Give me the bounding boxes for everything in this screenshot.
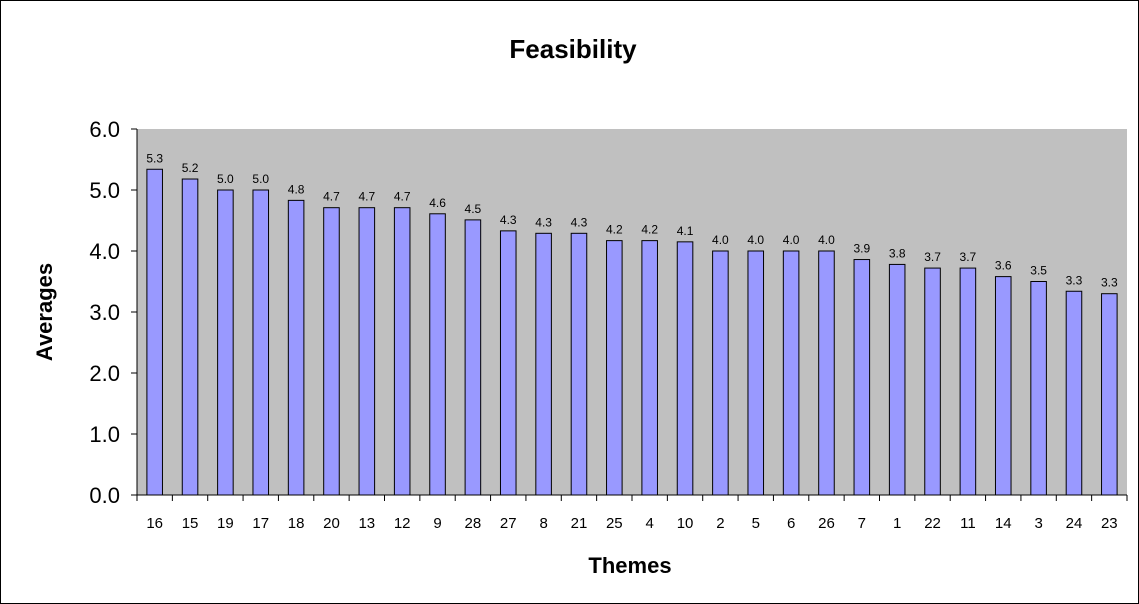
bar-16 — [146, 168, 163, 496]
data-label-23: 3.3 — [1101, 276, 1118, 290]
bar-1 — [888, 263, 906, 496]
data-label-25: 4.2 — [606, 223, 623, 237]
data-label-9: 4.6 — [429, 196, 446, 210]
x-tick-label-13: 13 — [358, 515, 375, 532]
bar-17 — [252, 189, 270, 496]
x-tick-label-3: 3 — [1034, 515, 1042, 532]
data-label-26: 4.0 — [818, 233, 835, 247]
data-label-8: 4.3 — [535, 215, 552, 229]
x-tick-label-2: 2 — [716, 515, 724, 532]
x-axis-label: Themes — [588, 553, 671, 578]
y-tick-label-0.0: 0.0 — [89, 483, 120, 508]
x-tick-label-21: 21 — [571, 515, 588, 532]
x-tick-label-27: 27 — [500, 515, 517, 532]
data-label-24: 3.3 — [1066, 273, 1083, 287]
x-tick-label-16: 16 — [146, 515, 163, 532]
chart-title: Feasibility — [509, 34, 637, 64]
data-label-10: 4.1 — [677, 224, 694, 238]
bar-15 — [181, 178, 199, 496]
x-tick-label-9: 9 — [433, 515, 441, 532]
x-tick-label-15: 15 — [182, 515, 199, 532]
x-tick-label-8: 8 — [539, 515, 547, 532]
data-label-16: 5.3 — [146, 151, 163, 165]
axes-group: 16 15 19 17 18 20 13 12 9 28 27 8 21 25 4 10 2 5 6 26 7 1 22 11… — [89, 117, 1128, 532]
bar-19 — [217, 189, 234, 496]
bar-18 — [287, 199, 305, 496]
y-tick-label-6.0: 6.0 — [89, 117, 120, 142]
bar-23 — [1101, 293, 1118, 496]
bar-6 — [782, 250, 800, 496]
y-tick-label-4.0: 4.0 — [89, 239, 120, 264]
y-tick-label-3.0: 3.0 — [89, 300, 120, 325]
bar-20 — [323, 207, 340, 496]
x-tick-label-18: 18 — [288, 515, 305, 532]
data-label-12: 4.7 — [394, 190, 411, 204]
bars-group: 5.3 5.2 5.0 5.0 4.8 4.7 4.7 4.7 4.6 4.5 4.3 4.3 4.3 4… — [146, 151, 1118, 496]
data-label-4: 4.2 — [641, 223, 658, 237]
data-label-13: 4.7 — [358, 190, 375, 204]
bar-11 — [959, 267, 977, 496]
data-label-28: 4.5 — [465, 202, 482, 216]
bar-12 — [393, 207, 411, 496]
x-tick-label-5: 5 — [752, 515, 760, 532]
data-label-6: 4.0 — [783, 233, 800, 247]
y-tick-label-5.0: 5.0 — [89, 178, 120, 203]
data-label-15: 5.2 — [182, 161, 199, 175]
y-axis-label: Averages — [32, 263, 57, 361]
data-label-19: 5.0 — [217, 172, 234, 186]
bar-24 — [1065, 290, 1083, 496]
x-tick-label-22: 22 — [924, 515, 941, 532]
bar-2 — [712, 250, 729, 496]
x-tick-label-4: 4 — [646, 515, 654, 532]
x-tick-label-6: 6 — [787, 515, 795, 532]
bar-8 — [535, 232, 552, 496]
y-tick-label-2.0: 2.0 — [89, 361, 120, 386]
bar-4 — [641, 240, 658, 496]
bar-9 — [429, 213, 446, 496]
x-tick-label-7: 7 — [858, 515, 866, 532]
bar-22 — [924, 267, 941, 496]
x-tick-label-20: 20 — [323, 515, 340, 532]
bar-14 — [994, 276, 1012, 496]
y-tick-label-1.0: 1.0 — [89, 422, 120, 447]
data-label-22: 3.7 — [924, 250, 941, 264]
data-label-18: 4.8 — [288, 182, 305, 196]
x-tick-label-25: 25 — [606, 515, 623, 532]
data-label-21: 4.3 — [571, 215, 588, 229]
bar-7 — [853, 259, 871, 496]
bar-5 — [747, 250, 765, 496]
bar-13 — [358, 207, 376, 496]
x-tick-label-1: 1 — [893, 515, 901, 532]
x-tick-label-10: 10 — [677, 515, 694, 532]
x-tick-label-12: 12 — [394, 515, 411, 532]
plot-area — [137, 129, 1127, 495]
data-label-17: 5.0 — [252, 172, 269, 186]
bar-3 — [1030, 281, 1047, 496]
data-label-11: 3.7 — [960, 250, 977, 264]
bar-27 — [499, 230, 517, 496]
data-label-2: 4.0 — [712, 233, 729, 247]
x-tick-label-23: 23 — [1101, 515, 1118, 532]
bar-28 — [464, 219, 482, 496]
x-tick-label-24: 24 — [1066, 515, 1083, 532]
x-tick-label-26: 26 — [818, 515, 835, 532]
bar-10 — [676, 241, 694, 496]
x-tick-label-17: 17 — [252, 515, 269, 532]
bar-25 — [606, 240, 623, 496]
data-label-7: 3.9 — [853, 242, 870, 256]
x-tick-label-28: 28 — [465, 515, 482, 532]
data-label-3: 3.5 — [1030, 264, 1047, 278]
data-label-14: 3.6 — [995, 259, 1012, 273]
bar-26 — [818, 250, 835, 496]
data-label-20: 4.7 — [323, 190, 340, 204]
x-tick-label-14: 14 — [995, 515, 1012, 532]
data-label-5: 4.0 — [747, 233, 764, 247]
data-label-27: 4.3 — [500, 213, 517, 227]
x-tick-label-19: 19 — [217, 515, 234, 532]
bar-21 — [570, 232, 588, 496]
data-label-1: 3.8 — [889, 246, 906, 260]
x-tick-label-11: 11 — [960, 515, 976, 532]
